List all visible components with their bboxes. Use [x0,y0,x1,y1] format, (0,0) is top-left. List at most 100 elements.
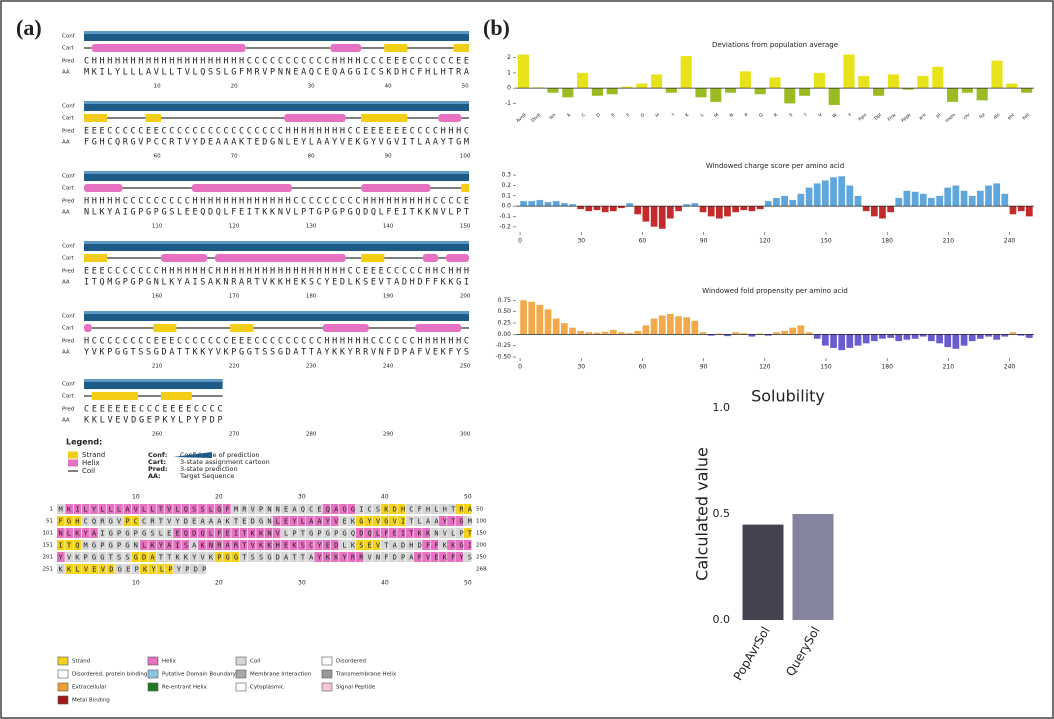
x-tick-label: pI [935,112,942,119]
residue-cell [397,504,405,514]
residue-cell [123,540,132,550]
residue-cell [272,516,281,526]
bar [674,316,683,335]
residue-cell [81,504,90,514]
bar [944,334,952,348]
x-tick-label: 150 [820,238,832,245]
y-tick-label: 0.0 [501,203,511,210]
residue-cell [405,552,414,562]
residue-cell [198,516,206,526]
residue-cell [463,504,472,514]
feature-swatch [235,669,247,679]
x-tick-label: R [773,112,779,119]
bar [772,197,780,207]
row-label: Cart [62,256,74,262]
row-start: 251 [43,567,54,573]
residue-cell [106,552,115,562]
residue-cell [57,564,65,574]
bar [634,206,642,215]
residue-cell [181,528,190,538]
y-tick-label: 1 [507,69,511,76]
residue-cell [140,564,148,574]
residue-cell [98,540,107,550]
residue-cell [57,540,65,550]
bar [650,318,658,335]
residue-cell [156,540,165,550]
bar [634,330,642,335]
residue-cell [239,552,248,562]
bar [577,72,589,89]
residue-cell [314,552,322,562]
residue-cell [455,504,464,514]
bar [710,88,722,102]
bar [723,206,732,217]
residue-cell [156,516,165,526]
bar [591,88,603,96]
bar [769,77,781,89]
x-tick-label: fol [978,112,986,120]
position-tick: 260 [152,432,163,438]
feature-swatch [321,669,333,679]
residue-cell [164,516,173,526]
residue-cell [430,540,439,550]
bar [960,334,968,346]
position-tick: 110 [152,224,163,230]
residue-cell [189,564,198,574]
ruler-tick: 30 [298,494,306,501]
conf-glyph [173,452,212,458]
legend-swatch [68,459,78,467]
residue-cell [140,504,148,514]
row-label: Conf [62,104,76,110]
residue-cell [447,528,455,538]
bar [552,318,560,335]
row-label: Cart [62,116,74,122]
bar [680,56,692,89]
residue-cell [173,564,181,574]
x-tick-label: V [817,112,824,119]
residue-cell [173,516,181,526]
row-label: Conf [62,382,76,388]
residue-cell [214,504,223,514]
y-tick-label: 0.00 [498,331,512,338]
legend-label: Coil [82,467,95,475]
position-tick: 300 [460,432,471,438]
residue-cell [264,540,273,550]
residue-cell [430,516,439,526]
x-tick-label: 90 [700,238,708,245]
bar [789,327,797,335]
residue-cell [264,552,273,562]
residue-cell [397,552,405,562]
x-tick-label: C [581,112,587,119]
residue-cell [164,504,173,514]
bar [944,187,952,207]
bar [650,206,658,227]
feature-label: Disordered, protein binding [72,672,147,678]
residue-cell [223,540,231,550]
cartoon-helix [191,184,292,192]
bar [601,331,609,335]
residue-cell [189,552,198,562]
bar [699,206,707,213]
chart-title: Windowed fold propensity per amino acid [702,287,848,295]
bar [707,206,715,217]
bar [862,334,870,344]
residue-cell [322,528,331,538]
position-tick: 220 [229,364,240,370]
residue-cell [347,504,356,514]
residue-cell [90,516,98,526]
residue-cell [256,504,264,514]
residue-cell [330,528,339,538]
ruler-tick: 10 [132,494,140,501]
row-start: 51 [46,519,53,525]
conf-band [84,379,223,382]
bar [947,88,959,102]
conf-band [84,171,469,174]
position-tick: 30 [308,84,315,90]
bar [748,206,756,212]
cartoon-helix [438,114,462,122]
residue-cell [289,504,298,514]
legend-key: Cart: [148,458,166,466]
cartoon-strand [145,114,161,122]
residue-cell [57,528,65,538]
